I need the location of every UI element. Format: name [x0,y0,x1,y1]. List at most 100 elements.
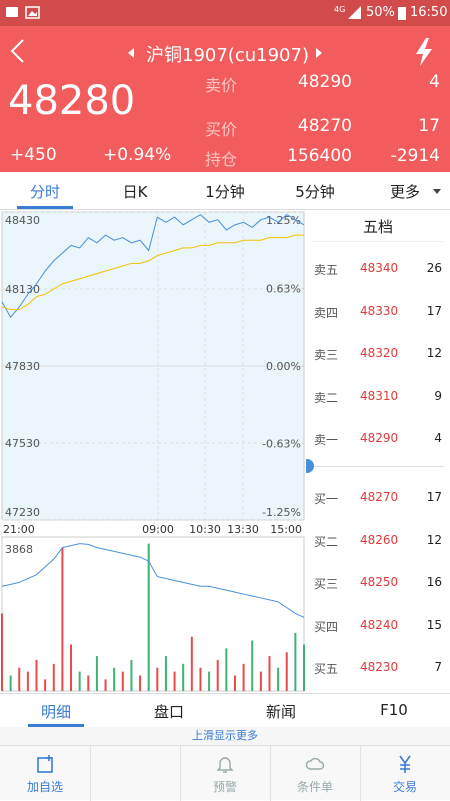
level-qty: 12 [426,532,442,547]
book-rule [312,241,444,242]
series-line [1,213,305,319]
level-label: 卖五 [314,263,339,277]
network: 4G [334,5,346,14]
y-tick-label: 47830 [5,360,40,373]
level-qty: 16 [426,575,442,589]
level-price: 48250 [360,575,399,589]
tab[interactable]: 更多 [389,183,421,201]
nav-label[interactable]: 交易 [392,780,418,794]
nav-icon[interactable] [35,754,55,774]
level-price: 48310 [360,388,399,403]
volume-bar [277,667,280,691]
nav-divider [360,746,361,801]
nav-icon[interactable] [395,754,415,774]
volume-bar [104,679,107,691]
nav-divider [270,746,271,801]
quote-label: 持仓 [205,150,238,169]
level-qty: 17 [426,490,442,504]
nav-label[interactable]: 预警 [212,780,238,794]
prev-contract[interactable] [127,48,135,58]
flash-button[interactable] [414,38,434,66]
series-line [1,234,304,311]
x-label: 10:30 [189,523,221,536]
x-label: 21:00 [3,523,35,536]
tab[interactable]: 1分钟 [205,183,245,201]
nav-label[interactable]: 加自选 [26,780,64,794]
signal [348,6,361,19]
back-button[interactable] [8,38,26,64]
level-label: 卖一 [314,433,339,447]
x-label: 09:00 [142,523,174,536]
icon [305,757,325,770]
volume-bar [70,644,73,691]
level-label: 卖二 [314,390,339,405]
level-price: 48240 [360,617,399,632]
volume-bar [156,667,159,691]
volume-bar [225,648,228,691]
volume-bar [294,632,297,691]
level-label: 买一 [314,492,339,506]
quote-value: 48270 [297,116,352,136]
intraday-chart: 48430 48130 47830 47530 47230 1.25% 0.63% 0.00%… [1,211,305,692]
detail-tab[interactable]: 明细 [40,703,72,721]
next-contract[interactable] [315,48,323,58]
level-qty: 7 [434,660,442,674]
volume-bar [268,656,271,691]
nav-label[interactable]: 条件单 [296,780,334,794]
volume-bar [303,644,305,691]
expand-handle [306,459,314,473]
volume-bar [87,675,90,691]
tab[interactable]: 日K [122,183,148,201]
x-label: 15:00 [270,523,302,536]
volume-bar [61,547,64,691]
detail-tab[interactable]: F10 [380,701,408,719]
header: 沪铜1907(cu1907) 48280 +450 +0.94% 卖价 48290… [0,26,450,172]
volume-bar [78,671,81,691]
tab[interactable]: 5分钟 [295,183,335,201]
battery-icon [398,7,406,20]
more-hint: 上滑显示更多 [0,727,450,745]
dropdown-arrow [433,189,441,194]
volume-bar [52,663,55,691]
title: 沪铜1907(cu1907) [146,45,309,66]
tab-underline [17,206,73,209]
detail-tab[interactable]: 盘口 [153,703,185,721]
volume-bar [35,659,38,691]
volume-bar [26,671,29,691]
volume-bar [130,659,133,691]
level-qty: 15 [426,617,442,632]
tab[interactable]: 分时 [29,183,61,201]
volume-max-label: 3868 [5,543,33,556]
level-qty: 12 [426,346,442,360]
change: +450 [10,145,57,165]
volume-bar [139,675,142,691]
nav-icon[interactable] [305,754,325,774]
y2-tick-label: -1.25% [262,506,301,519]
quote-label: 卖价 [205,76,238,95]
volume-bar [121,671,124,691]
nav-icon[interactable] [215,754,235,774]
change-pct: +0.94% [103,145,172,165]
status-bar: 4G 50% 16:50 [0,0,450,26]
level-price: 48230 [360,660,399,674]
order-book: 五档 卖五 48340 26 卖四 48330 17 卖三 48320 12 卖二 48310 9 卖一 4… [306,211,450,693]
level-qty: 4 [434,431,442,445]
y2-tick-label: 0.63% [266,282,301,295]
volume-bar [173,671,176,691]
level-label: 卖三 [314,348,339,362]
detail-tab[interactable]: 新闻 [265,703,297,721]
volume-bar [199,667,202,691]
quote-value: 156400 [287,146,352,166]
volume-bar [44,679,47,691]
level-label: 买四 [314,619,339,634]
volume-bar [18,667,21,691]
x-label: 13:30 [227,523,259,536]
level-price: 48270 [360,490,399,504]
quote-qty: -2914 [390,146,440,166]
level-price: 48330 [360,303,399,318]
volume-bar [9,675,12,691]
volume-bar [182,663,185,691]
volume-bar [216,659,219,691]
book-title: 五档 [362,218,393,236]
level-price: 48340 [360,261,399,275]
